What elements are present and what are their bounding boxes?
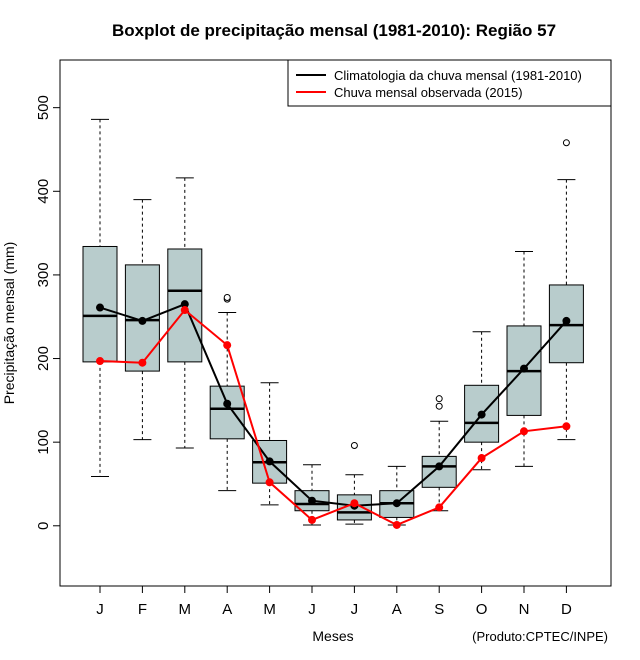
outlier-point	[223, 293, 231, 301]
y-tick-label: 200	[35, 346, 52, 371]
series-point-observed	[180, 306, 189, 315]
series-point-observed	[308, 515, 316, 524]
x-tick-label: J	[96, 601, 104, 618]
legend-box	[287, 59, 612, 107]
chart-title: Boxplot de precipitação mensal (1981-201…	[112, 21, 556, 40]
series-point-climatology	[562, 316, 571, 325]
x-tick-label: D	[561, 601, 572, 618]
legend-label-observed: Chuva mensal observada (2015)	[334, 85, 523, 100]
series-line-observed	[99, 308, 567, 527]
outlier-point	[562, 139, 570, 147]
y-tick-label: 0	[35, 522, 52, 530]
series-point-observed	[265, 478, 274, 487]
series-point-observed	[223, 341, 232, 350]
x-tick-label: S	[434, 601, 444, 618]
x-tick-label: F	[138, 601, 147, 618]
box-iqr	[421, 455, 457, 488]
series-point-climatology	[392, 499, 401, 508]
series-point-observed	[562, 422, 571, 431]
x-tick-label: J	[308, 601, 316, 618]
series-point-climatology	[265, 457, 274, 466]
series-point-climatology	[138, 316, 147, 325]
series-point-climatology	[435, 462, 444, 471]
x-tick-label: M	[179, 601, 192, 618]
x-tick-label: J	[351, 601, 359, 618]
legend: Climatologia da chuva mensal (1981-2010)…	[287, 59, 612, 107]
credit-text: (Produto:CPTEC/INPE)	[472, 629, 608, 644]
x-tick-label: A	[392, 601, 402, 618]
x-tick-label: O	[476, 601, 488, 618]
y-tick-label: 500	[35, 95, 52, 120]
y-tick-label: 300	[35, 262, 52, 287]
plot-area: 0 100 200 300 400 500 J F M A M J J A S O N D	[35, 95, 584, 618]
series-point-climatology	[180, 300, 189, 309]
y-axis-label: Precipitação mensal (mm)	[1, 242, 17, 405]
x-tick-label: N	[519, 601, 530, 618]
series-point-climatology	[520, 364, 528, 373]
series-point-climatology	[223, 399, 232, 408]
series-point-observed	[520, 427, 528, 436]
legend-label-climatology: Climatologia da chuva mensal (1981-2010)	[334, 68, 582, 83]
outlier-point	[350, 442, 358, 450]
series-point-observed	[96, 357, 104, 366]
series-point-observed	[392, 520, 401, 529]
series-line-climatology	[99, 302, 568, 507]
x-axis-label: Meses	[312, 628, 353, 644]
series-point-observed	[435, 503, 444, 512]
x-tick-label: M	[263, 601, 276, 618]
series-point-observed	[477, 454, 486, 463]
x-tick-label: A	[222, 601, 232, 618]
y-tick-label: 400	[35, 179, 52, 204]
box-iqr	[209, 385, 245, 440]
outlier-point	[435, 395, 443, 403]
series-point-observed	[350, 499, 359, 508]
series-point-observed	[138, 358, 147, 367]
series-point-climatology	[96, 303, 104, 312]
y-tick-label: 100	[35, 430, 52, 455]
outlier-point	[435, 402, 443, 410]
series-point-climatology	[477, 410, 486, 419]
series-point-climatology	[308, 496, 316, 505]
